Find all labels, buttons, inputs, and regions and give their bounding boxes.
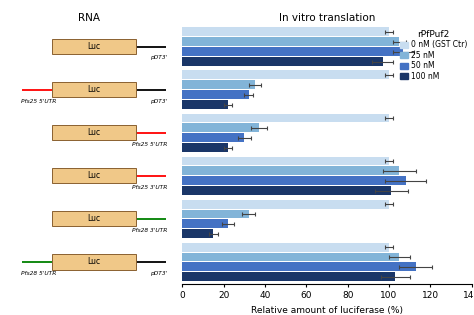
FancyBboxPatch shape: [52, 255, 136, 270]
Bar: [182, 167, 399, 175]
Bar: [182, 229, 213, 238]
Text: Luc: Luc: [87, 85, 100, 94]
FancyBboxPatch shape: [52, 168, 136, 183]
Text: Luc: Luc: [87, 257, 100, 266]
Bar: [182, 143, 228, 152]
X-axis label: Relative amount of luciferase (%): Relative amount of luciferase (%): [251, 306, 403, 315]
Bar: [182, 157, 389, 165]
Bar: [182, 176, 406, 185]
Bar: [182, 80, 255, 89]
Bar: [182, 47, 403, 56]
Bar: [182, 27, 389, 36]
Text: pDT3': pDT3': [150, 271, 167, 276]
Bar: [182, 220, 228, 228]
Text: Pfs25 5'UTR: Pfs25 5'UTR: [132, 141, 167, 146]
Bar: [182, 200, 389, 209]
Text: Pfs25 5'UTR: Pfs25 5'UTR: [21, 99, 56, 104]
Text: Pfs28 3'UTR: Pfs28 3'UTR: [132, 228, 167, 233]
Bar: [182, 253, 399, 261]
Bar: [182, 262, 416, 271]
FancyBboxPatch shape: [52, 82, 136, 97]
Bar: [182, 90, 248, 99]
Bar: [182, 37, 399, 46]
Text: Luc: Luc: [87, 42, 100, 51]
Bar: [182, 100, 228, 109]
Text: Luc: Luc: [87, 128, 100, 137]
Text: Luc: Luc: [87, 171, 100, 180]
Bar: [182, 186, 391, 195]
FancyBboxPatch shape: [52, 39, 136, 54]
Text: Pfs28 5'UTR: Pfs28 5'UTR: [21, 271, 56, 276]
Bar: [182, 123, 259, 132]
Text: pDT3': pDT3': [150, 99, 167, 104]
Title: RNA: RNA: [78, 13, 100, 23]
Bar: [182, 133, 245, 142]
Title: In vitro translation: In vitro translation: [279, 13, 375, 23]
Text: Pfs25 3'UTR: Pfs25 3'UTR: [132, 185, 167, 190]
Legend: 0 nM (GST Ctr), 25 nM, 50 nM, 100 nM: 0 nM (GST Ctr), 25 nM, 50 nM, 100 nM: [399, 29, 468, 82]
Bar: [182, 57, 383, 66]
Bar: [182, 209, 248, 218]
FancyBboxPatch shape: [52, 125, 136, 140]
FancyBboxPatch shape: [52, 211, 136, 226]
Bar: [182, 113, 389, 123]
Bar: [182, 243, 389, 252]
Bar: [182, 272, 395, 281]
Text: pDT3': pDT3': [150, 55, 167, 60]
Text: Luc: Luc: [87, 215, 100, 223]
Bar: [182, 71, 389, 79]
